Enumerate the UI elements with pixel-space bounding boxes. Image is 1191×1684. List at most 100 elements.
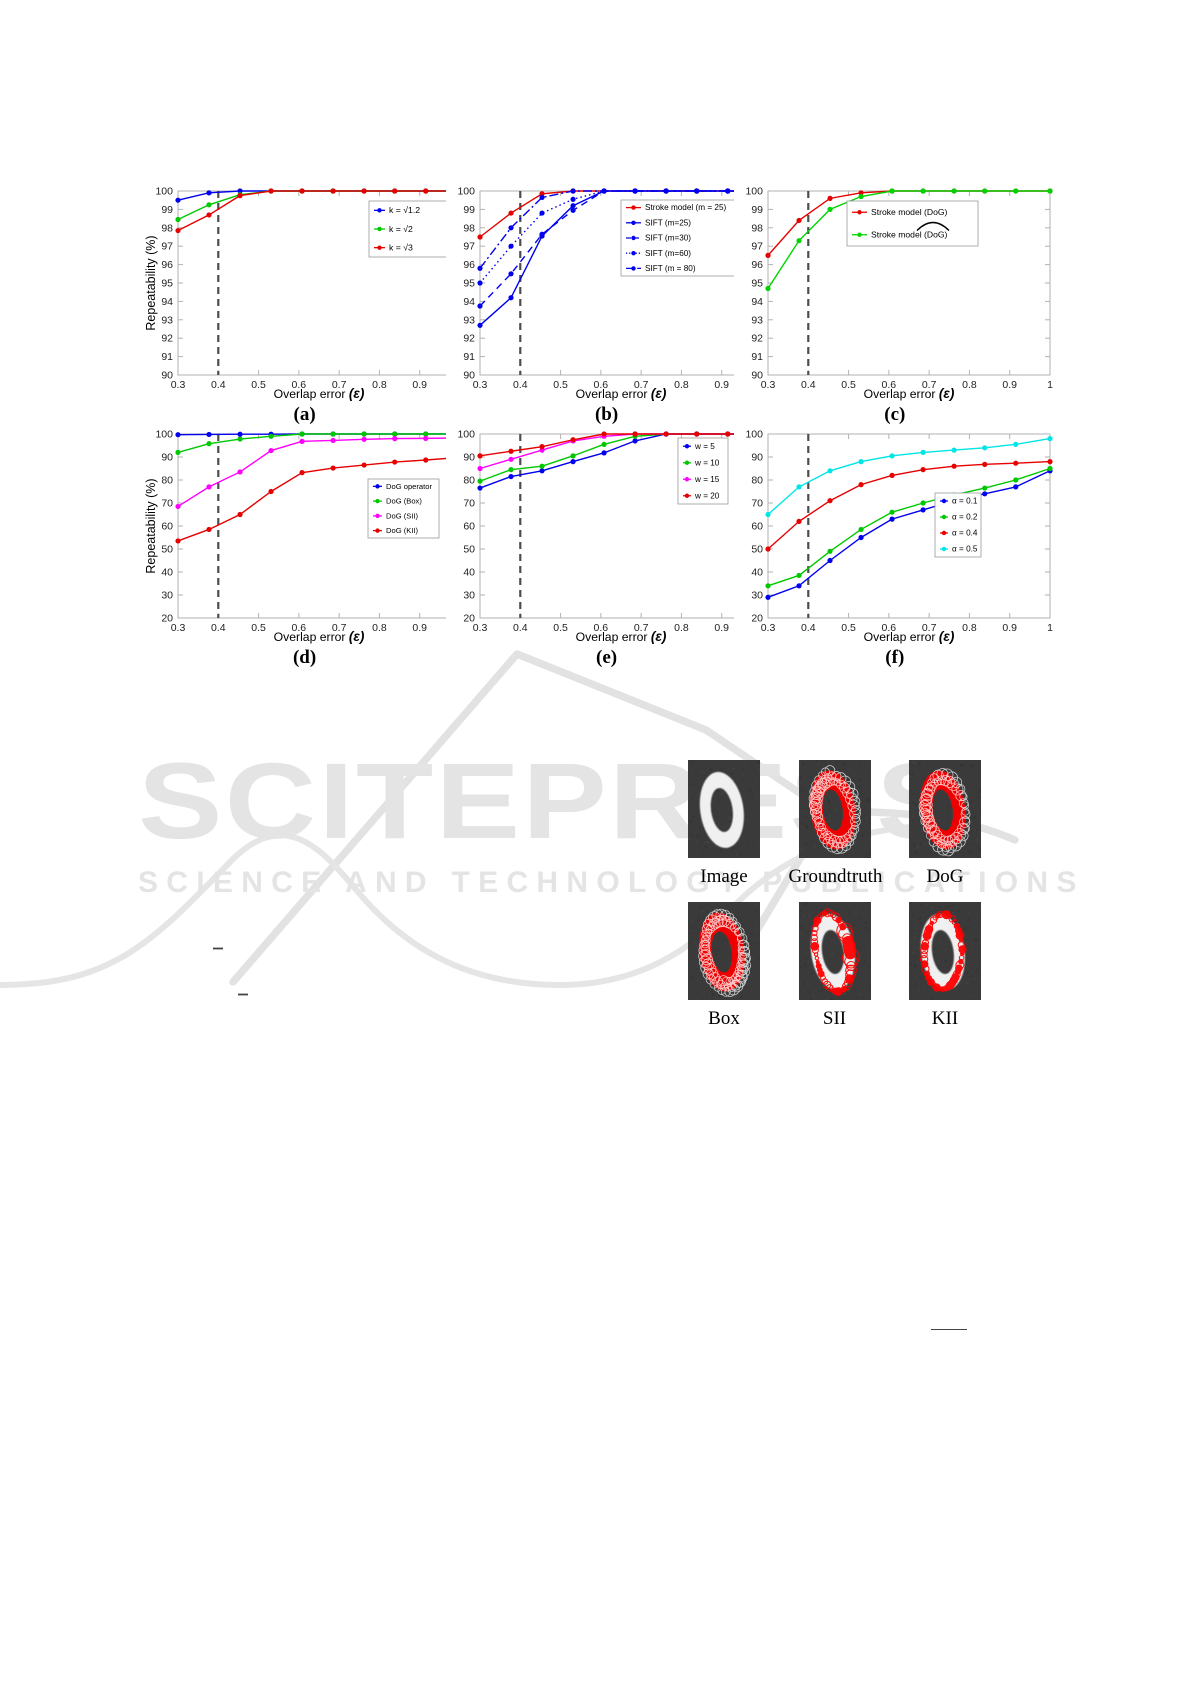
svg-text:90: 90: [161, 370, 173, 382]
svg-text:0.4: 0.4: [801, 622, 816, 634]
svg-text:w = 15: w = 15: [694, 475, 720, 484]
svg-text:90: 90: [161, 452, 173, 464]
svg-text:100: 100: [745, 429, 763, 441]
svg-text:0.8: 0.8: [962, 379, 977, 391]
svg-text:0.9: 0.9: [714, 622, 729, 634]
svg-text:0.4: 0.4: [211, 622, 226, 634]
svg-text:0.5: 0.5: [553, 622, 568, 634]
svg-text:91: 91: [161, 351, 173, 363]
svg-text:1: 1: [1047, 379, 1053, 391]
svg-text:α = 0.5: α = 0.5: [952, 545, 978, 554]
svg-text:40: 40: [751, 567, 763, 579]
svg-text:70: 70: [463, 498, 475, 510]
svg-text:90: 90: [751, 370, 763, 382]
svg-text:50: 50: [463, 544, 475, 556]
svg-text:98: 98: [463, 223, 475, 235]
svg-text:80: 80: [463, 475, 475, 487]
svg-text:96: 96: [751, 259, 763, 271]
svg-text:0.5: 0.5: [841, 622, 856, 634]
svg-text:50: 50: [751, 544, 763, 556]
svg-text:99: 99: [161, 204, 173, 216]
svg-text:20: 20: [463, 613, 475, 625]
svg-text:30: 30: [161, 590, 173, 602]
svg-text:100: 100: [457, 186, 475, 198]
svg-text:SIFT (m = 80): SIFT (m = 80): [645, 264, 696, 273]
svg-text:Stroke model (DoG): Stroke model (DoG): [871, 207, 948, 217]
svg-text:95: 95: [751, 278, 763, 290]
svg-text:DoG (SII): DoG (SII): [386, 512, 419, 521]
svg-text:93: 93: [161, 315, 173, 327]
svg-text:k = √2: k = √2: [389, 224, 413, 234]
svg-text:0.9: 0.9: [412, 379, 427, 391]
svg-text:0.9: 0.9: [1002, 622, 1017, 634]
svg-text:α = 0.4: α = 0.4: [952, 529, 978, 538]
svg-text:70: 70: [751, 498, 763, 510]
svg-text:SIFT (m=60): SIFT (m=60): [645, 249, 691, 258]
svg-text:Repeatability (%): Repeatability (%): [144, 236, 158, 331]
svg-text:95: 95: [463, 278, 475, 290]
svg-text:0.5: 0.5: [251, 622, 266, 634]
svg-text:Repeatability (%): Repeatability (%): [144, 479, 158, 574]
svg-text:98: 98: [161, 223, 173, 235]
svg-text:60: 60: [463, 521, 475, 533]
svg-text:Overlap error (ε): Overlap error (ε): [273, 386, 364, 401]
svg-text:DoG (KII): DoG (KII): [386, 526, 419, 535]
svg-text:Overlap error (ε): Overlap error (ε): [863, 386, 954, 401]
svg-text:94: 94: [751, 296, 763, 308]
svg-text:92: 92: [161, 333, 173, 345]
svg-text:Overlap error (ε): Overlap error (ε): [575, 629, 666, 644]
svg-text:20: 20: [161, 613, 173, 625]
svg-text:91: 91: [751, 351, 763, 363]
svg-text:70: 70: [161, 498, 173, 510]
svg-text:0.4: 0.4: [211, 379, 226, 391]
svg-text:94: 94: [463, 296, 475, 308]
svg-text:k = √3: k = √3: [389, 243, 413, 253]
svg-text:60: 60: [751, 521, 763, 533]
svg-text:0.9: 0.9: [412, 622, 427, 634]
svg-text:0.4: 0.4: [513, 379, 528, 391]
svg-text:α = 0.1: α = 0.1: [952, 497, 978, 506]
svg-text:60: 60: [161, 521, 173, 533]
svg-text:40: 40: [463, 567, 475, 579]
svg-text:94: 94: [161, 296, 173, 308]
svg-text:k = √1.2: k = √1.2: [389, 206, 420, 216]
svg-text:0.8: 0.8: [674, 379, 689, 391]
svg-text:97: 97: [161, 241, 173, 253]
svg-text:DoG (Box): DoG (Box): [386, 497, 422, 506]
svg-text:Stroke model (m = 25): Stroke model (m = 25): [645, 204, 726, 213]
svg-text:0.5: 0.5: [841, 379, 856, 391]
svg-text:0.9: 0.9: [1002, 379, 1017, 391]
svg-text:w = 5: w = 5: [694, 442, 715, 451]
svg-text:99: 99: [463, 204, 475, 216]
svg-text:91: 91: [463, 351, 475, 363]
svg-text:93: 93: [463, 315, 475, 327]
svg-text:92: 92: [751, 333, 763, 345]
svg-text:0.9: 0.9: [714, 379, 729, 391]
svg-text:0.8: 0.8: [674, 622, 689, 634]
svg-text:0.4: 0.4: [801, 379, 816, 391]
svg-text:98: 98: [751, 223, 763, 235]
svg-text:90: 90: [463, 452, 475, 464]
svg-text:90: 90: [751, 452, 763, 464]
svg-text:20: 20: [751, 613, 763, 625]
svg-text:100: 100: [745, 186, 763, 198]
svg-text:w = 10: w = 10: [694, 459, 720, 468]
svg-text:30: 30: [463, 590, 475, 602]
svg-text:96: 96: [463, 259, 475, 271]
svg-text:0.5: 0.5: [251, 379, 266, 391]
svg-text:Overlap error (ε): Overlap error (ε): [575, 386, 666, 401]
svg-text:30: 30: [751, 590, 763, 602]
svg-text:0.8: 0.8: [372, 379, 387, 391]
svg-text:SIFT (m=25): SIFT (m=25): [645, 219, 691, 228]
svg-text:Overlap error (ε): Overlap error (ε): [273, 629, 364, 644]
svg-text:0.4: 0.4: [513, 622, 528, 634]
svg-text:100: 100: [457, 429, 475, 441]
svg-text:100: 100: [155, 186, 173, 198]
svg-text:99: 99: [751, 204, 763, 216]
svg-text:100: 100: [155, 429, 173, 441]
svg-text:96: 96: [161, 259, 173, 271]
svg-text:97: 97: [751, 241, 763, 253]
svg-text:0.5: 0.5: [553, 379, 568, 391]
svg-text:SIFT (m=30): SIFT (m=30): [645, 234, 691, 243]
svg-text:93: 93: [751, 315, 763, 327]
